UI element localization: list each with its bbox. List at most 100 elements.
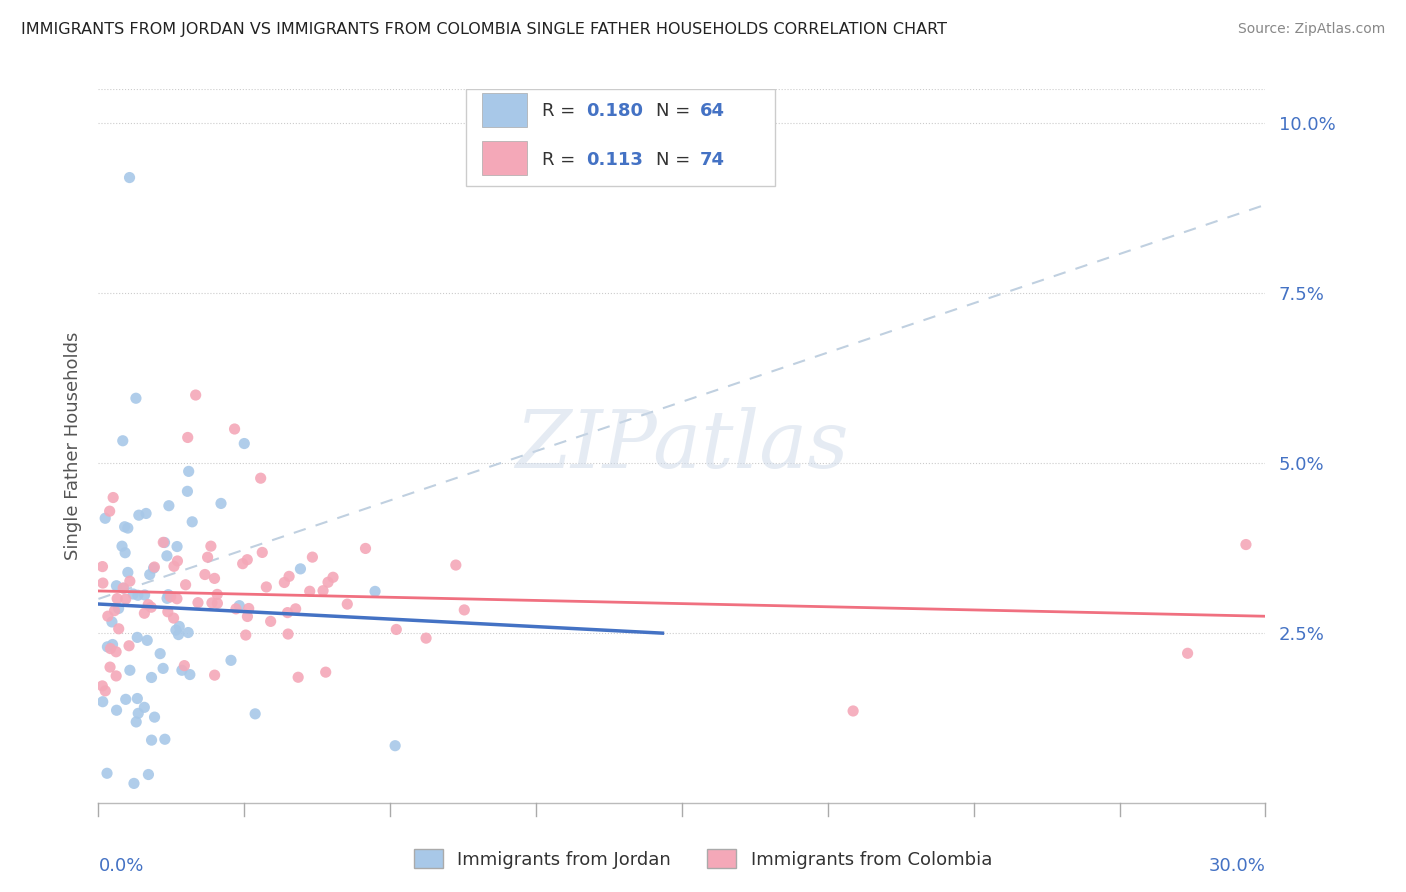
Point [91, 559, 114, 574]
Point [181, 515, 204, 529]
Point [204, 571, 226, 585]
Point [136, 633, 159, 648]
Point [91, 679, 114, 693]
Point [364, 584, 387, 599]
Point [159, 590, 181, 604]
Point [194, 567, 217, 582]
Point [207, 587, 229, 601]
Text: 0.0%: 0.0% [98, 857, 143, 875]
Point [163, 559, 186, 574]
Point [232, 557, 254, 571]
Point [105, 579, 128, 593]
Point [107, 601, 129, 615]
Point [166, 554, 188, 568]
Point [277, 627, 299, 641]
Point [112, 581, 135, 595]
Point [111, 434, 134, 448]
Point [128, 508, 150, 523]
Point [97, 609, 120, 624]
Text: IMMIGRANTS FROM JORDAN VS IMMIGRANTS FROM COLOMBIA SINGLE FATHER HOUSEHOLDS CORR: IMMIGRANTS FROM JORDAN VS IMMIGRANTS FRO… [21, 22, 948, 37]
FancyBboxPatch shape [465, 89, 775, 186]
Point [166, 591, 188, 606]
Point [316, 575, 339, 590]
Point [98, 660, 121, 674]
Point [105, 669, 128, 683]
Point [135, 507, 157, 521]
Point [354, 541, 377, 556]
Point [143, 560, 166, 574]
Point [179, 667, 201, 681]
Point [278, 569, 301, 583]
Point [177, 464, 200, 478]
Point [91, 695, 114, 709]
Legend: Immigrants from Jordan, Immigrants from Colombia: Immigrants from Jordan, Immigrants from … [406, 842, 1000, 876]
Point [112, 581, 135, 595]
Point [157, 588, 180, 602]
Point [157, 499, 180, 513]
Text: R =: R = [541, 103, 581, 120]
Point [235, 628, 257, 642]
Point [117, 566, 139, 580]
Text: 74: 74 [699, 151, 724, 169]
Text: N =: N = [657, 103, 696, 120]
Text: 64: 64 [699, 103, 724, 120]
Point [201, 596, 224, 610]
Point [125, 391, 148, 405]
Point [290, 562, 312, 576]
Point [301, 550, 323, 565]
Point [118, 170, 141, 185]
Point [228, 599, 250, 613]
Point [156, 549, 179, 563]
Point [224, 422, 246, 436]
Point [249, 471, 271, 485]
FancyBboxPatch shape [482, 141, 527, 176]
Point [156, 605, 179, 619]
Point [219, 653, 242, 667]
Point [96, 766, 118, 780]
Point [444, 558, 467, 572]
Point [322, 570, 344, 584]
Text: ZIPatlas: ZIPatlas [515, 408, 849, 484]
Point [127, 588, 149, 602]
Point [1177, 646, 1199, 660]
Point [127, 706, 149, 721]
Point [287, 670, 309, 684]
Point [315, 665, 337, 680]
Point [153, 535, 176, 549]
Point [91, 576, 114, 591]
Y-axis label: Single Father Households: Single Father Households [63, 332, 82, 560]
Point [105, 591, 128, 606]
Point [134, 607, 156, 621]
Point [204, 668, 226, 682]
Point [134, 700, 156, 714]
Point [176, 484, 198, 499]
Point [100, 641, 122, 656]
Point [101, 491, 124, 505]
Point [197, 550, 219, 565]
Point [105, 703, 128, 717]
Point [114, 692, 136, 706]
Point [107, 622, 129, 636]
Point [167, 627, 190, 641]
Point [277, 606, 299, 620]
Point [134, 588, 156, 602]
Point [173, 658, 195, 673]
Point [122, 587, 145, 601]
Point [94, 511, 117, 525]
Point [152, 535, 174, 549]
Point [114, 546, 136, 560]
Point [105, 645, 128, 659]
Point [118, 663, 141, 677]
Text: N =: N = [657, 151, 696, 169]
Point [103, 604, 125, 618]
Point [187, 596, 209, 610]
Point [141, 670, 163, 684]
Point [177, 625, 200, 640]
Point [312, 583, 335, 598]
Point [238, 601, 260, 615]
Point [143, 710, 166, 724]
Text: 0.180: 0.180 [586, 103, 643, 120]
Point [152, 661, 174, 675]
Point [298, 584, 321, 599]
Point [174, 578, 197, 592]
